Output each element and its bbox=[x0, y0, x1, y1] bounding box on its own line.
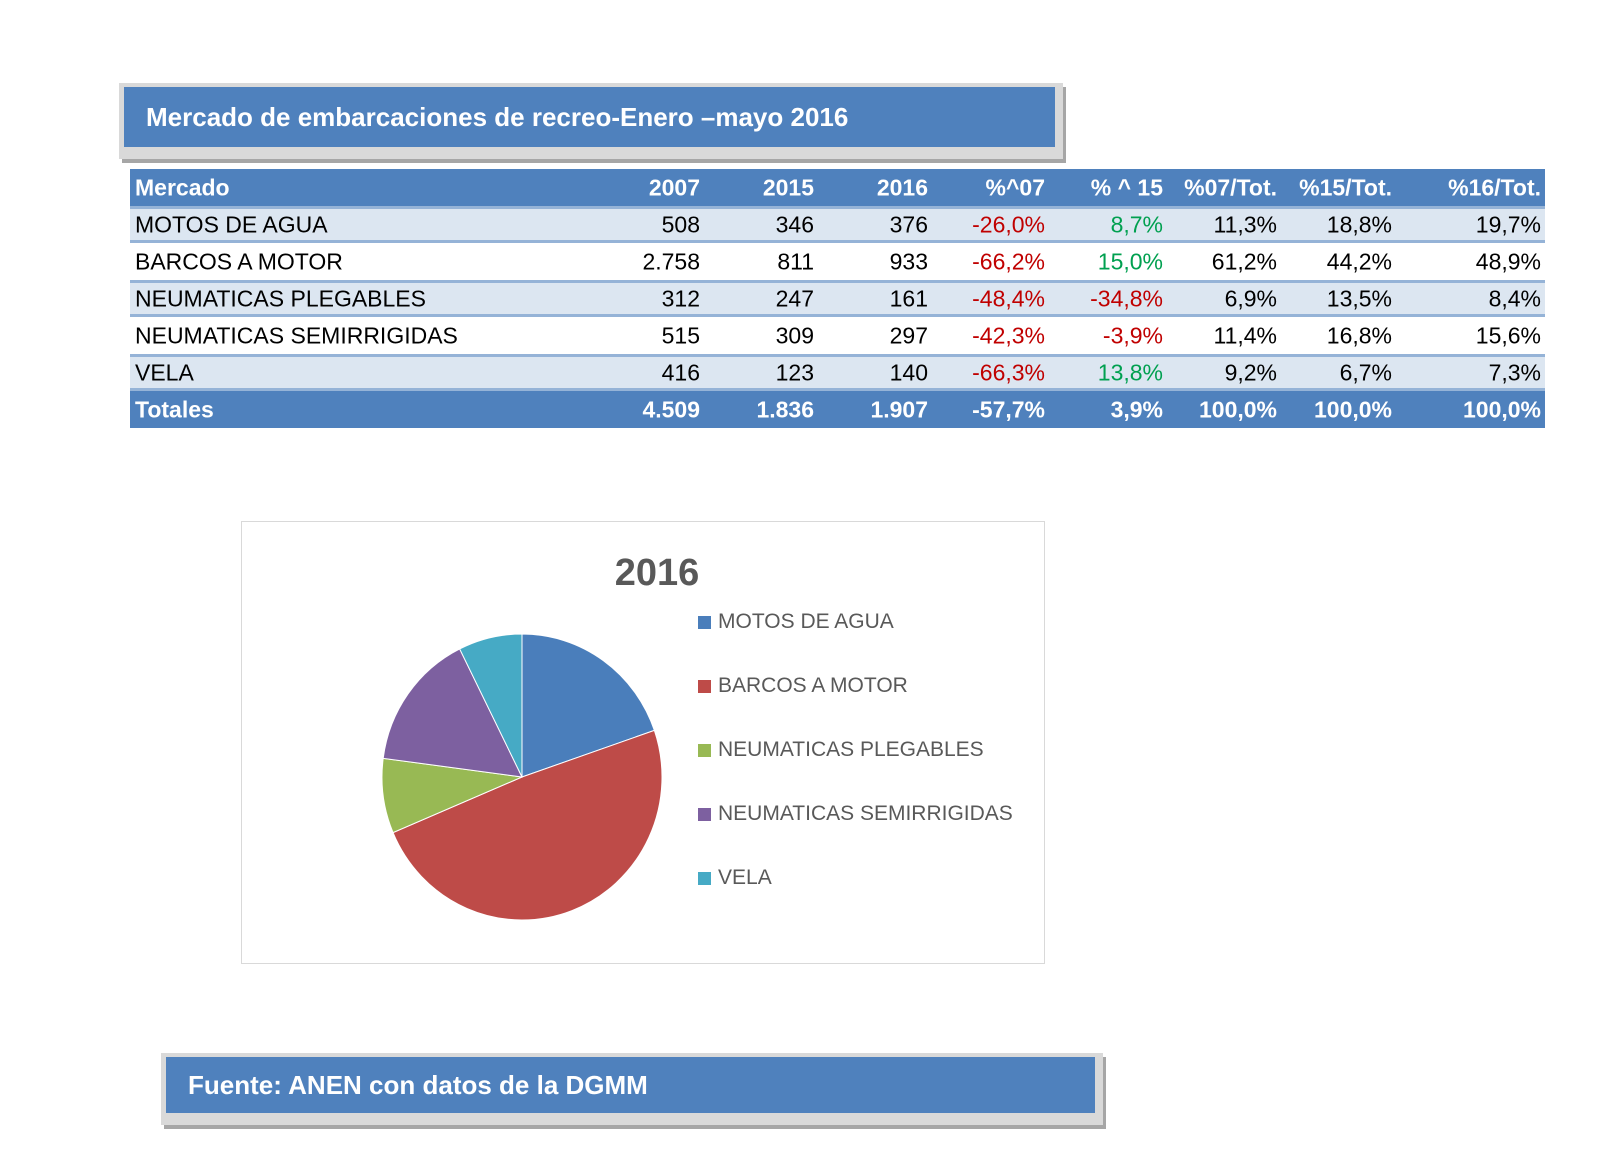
legend-label: NEUMATICAS SEMIRRIGIDAS bbox=[718, 802, 1013, 825]
cell: -66,3% bbox=[972, 359, 1045, 385]
legend-swatch bbox=[698, 807, 711, 821]
cell: 508 bbox=[661, 211, 700, 237]
cell: 2.758 bbox=[642, 248, 700, 274]
cell: 346 bbox=[775, 211, 814, 237]
cell: -57,7% bbox=[972, 396, 1045, 422]
legend-item: NEUMATICAS PLEGABLES bbox=[698, 738, 984, 762]
legend-label: NEUMATICAS PLEGABLES bbox=[718, 738, 984, 761]
table-row: VELA 416 123 140 -66,3% 13,8% 9,2% 6,7% 7,3% bbox=[130, 354, 1545, 391]
cell: 4.509 bbox=[642, 396, 700, 422]
legend-swatch bbox=[698, 615, 711, 629]
cell: 100,0% bbox=[1198, 396, 1277, 422]
legend-swatch bbox=[698, 743, 711, 757]
cell: 2015 bbox=[762, 174, 814, 200]
row-label: NEUMATICAS SEMIRRIGIDAS bbox=[135, 322, 458, 348]
cell: 11,4% bbox=[1213, 322, 1277, 348]
totals-row: Totales 4.509 1.836 1.907 -57,7% 3,9% 100,0% 10… bbox=[130, 391, 1545, 428]
pie-slice-motos-de-agua bbox=[521, 633, 655, 778]
cell: 297 bbox=[889, 322, 928, 348]
cell: 9,2% bbox=[1224, 359, 1277, 385]
row-label: BARCOS A MOTOR bbox=[135, 248, 343, 274]
cell: 123 bbox=[775, 359, 814, 385]
cell: 8,4% bbox=[1488, 285, 1541, 311]
table-row: BARCOS A MOTOR 2.758 811 933 -66,2% 15,0% 61,2… bbox=[130, 243, 1545, 280]
title-banner: Mercado de embarcaciones de recreo-Enero… bbox=[119, 83, 1063, 159]
cell: -48,4% bbox=[972, 285, 1045, 311]
cell: -3,9% bbox=[1102, 322, 1163, 348]
cell: -34,8% bbox=[1090, 285, 1163, 311]
cell: 1.907 bbox=[870, 396, 928, 422]
cell: 416 bbox=[661, 359, 700, 385]
cell: % ^ 15 bbox=[1090, 174, 1163, 200]
cell: -66,2% bbox=[972, 248, 1045, 274]
pie-slice-neumaticas-semirrigidas bbox=[382, 648, 523, 778]
pie-slice-barcos-a-motor bbox=[392, 729, 663, 921]
cell: 7,3% bbox=[1488, 359, 1541, 385]
source-text: Fuente: ANEN con datos de la DGMM bbox=[166, 1057, 1095, 1113]
cell: 100,0% bbox=[1462, 396, 1541, 422]
cell: %16/Tot. bbox=[1448, 174, 1541, 200]
pie-plot bbox=[381, 633, 663, 921]
cell: 140 bbox=[889, 359, 928, 385]
cell: 61,2% bbox=[1211, 248, 1277, 274]
legend-item: NEUMATICAS SEMIRRIGIDAS bbox=[698, 802, 1013, 826]
cell: 161 bbox=[889, 285, 928, 311]
cell: %^07 bbox=[985, 174, 1045, 200]
page-title: Mercado de embarcaciones de recreo-Enero… bbox=[124, 87, 1055, 147]
cell: 13,8% bbox=[1097, 359, 1163, 385]
cell: 1.836 bbox=[756, 396, 814, 422]
legend-label: MOTOS DE AGUA bbox=[718, 610, 894, 633]
legend-item: VELA bbox=[698, 866, 772, 890]
legend-swatch bbox=[698, 679, 711, 693]
source-banner: Fuente: ANEN con datos de la DGMM bbox=[161, 1053, 1103, 1125]
cell: 16,8% bbox=[1326, 322, 1392, 348]
cell: 3,9% bbox=[1110, 396, 1163, 422]
row-label: NEUMATICAS PLEGABLES bbox=[135, 285, 426, 311]
cell: 13,5% bbox=[1326, 285, 1392, 311]
legend-label: BARCOS A MOTOR bbox=[718, 674, 908, 697]
cell: 515 bbox=[661, 322, 700, 348]
cell: 6,7% bbox=[1339, 359, 1392, 385]
cell: 247 bbox=[775, 285, 814, 311]
cell: 312 bbox=[661, 285, 700, 311]
row-label: Totales bbox=[135, 396, 214, 422]
cell: 2016 bbox=[876, 174, 928, 200]
cell: 6,9% bbox=[1224, 285, 1277, 311]
cell: -26,0% bbox=[972, 211, 1045, 237]
cell: 48,9% bbox=[1475, 248, 1541, 274]
chart-title: 2016 bbox=[614, 552, 700, 594]
cell: 309 bbox=[775, 322, 814, 348]
cell: 19,7% bbox=[1475, 211, 1541, 237]
cell: 15,0% bbox=[1097, 248, 1163, 274]
cell: 933 bbox=[889, 248, 928, 274]
table-row: NEUMATICAS SEMIRRIGIDAS 515 309 297 -42,3% -3… bbox=[130, 317, 1545, 354]
row-label: Mercado bbox=[135, 174, 230, 200]
cell: %15/Tot. bbox=[1299, 174, 1392, 200]
legend-swatch bbox=[698, 871, 711, 885]
cell: 18,8% bbox=[1326, 211, 1392, 237]
cell: 44,2% bbox=[1326, 248, 1392, 274]
table-row: MOTOS DE AGUA 508 346 376 -26,0% 8,7% 11,3% 18,… bbox=[130, 206, 1545, 243]
cell: 11,3% bbox=[1213, 211, 1277, 237]
cell: 8,7% bbox=[1110, 211, 1163, 237]
row-label: VELA bbox=[135, 359, 194, 385]
table-header: Mercado 2007 2015 2016 %^07 % ^ 15 %07/Tot. %15… bbox=[130, 169, 1545, 206]
pie-chart: 2016 MOTOS DE AGUA BARCOS A MOTOR NEUMATIC… bbox=[241, 521, 1045, 964]
cell: 376 bbox=[889, 211, 928, 237]
cell: 100,0% bbox=[1313, 396, 1392, 422]
cell: 15,6% bbox=[1475, 322, 1541, 348]
legend-item: MOTOS DE AGUA bbox=[698, 610, 894, 634]
table-row: NEUMATICAS PLEGABLES 312 247 161 -48,4% -34,8… bbox=[130, 280, 1545, 317]
cell: %07/Tot. bbox=[1184, 174, 1277, 200]
legend-label: VELA bbox=[718, 866, 772, 889]
cell: 811 bbox=[777, 248, 814, 274]
legend-item: BARCOS A MOTOR bbox=[698, 674, 908, 698]
row-label: MOTOS DE AGUA bbox=[135, 211, 328, 237]
cell: -42,3% bbox=[972, 322, 1045, 348]
pie-slice-vela bbox=[459, 633, 523, 778]
market-table: Mercado 2007 2015 2016 %^07 % ^ 15 %07/Tot. %15… bbox=[130, 169, 1545, 428]
cell: 2007 bbox=[648, 174, 700, 200]
